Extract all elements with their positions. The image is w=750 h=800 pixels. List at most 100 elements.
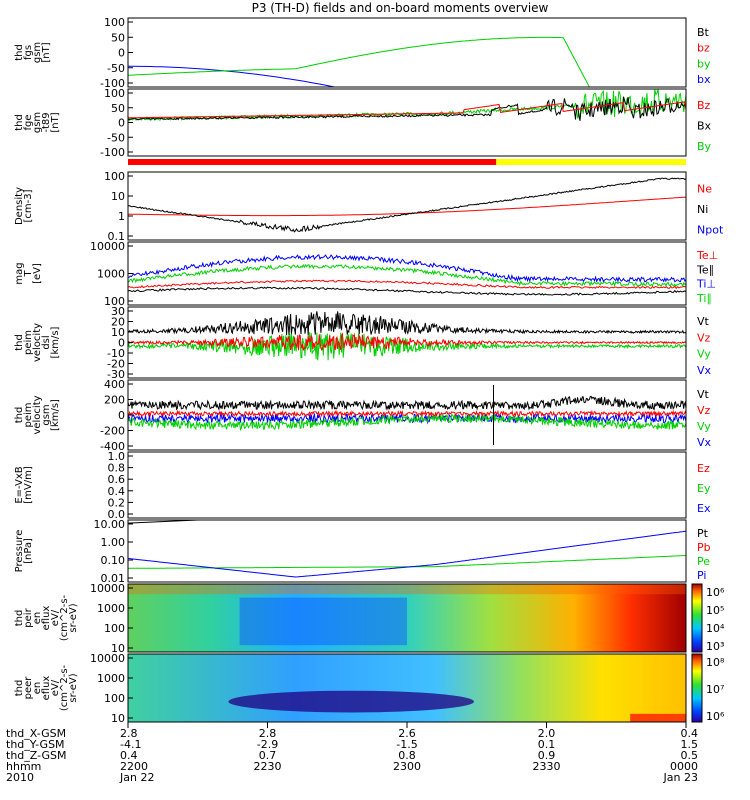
y-label-line: thd xyxy=(14,44,25,61)
y-label-line: E=-VxB xyxy=(14,466,25,503)
Te-perp-line xyxy=(128,279,686,290)
legend-entry: Vx xyxy=(697,364,712,377)
Ti-par-line xyxy=(128,263,686,288)
bottom-axis: thd_X-GSMthd_Y-GSMthd_Z-GSMhhmm20102.8-4… xyxy=(6,722,698,784)
Vz-line xyxy=(128,409,686,418)
y-label-line: [mV/m] xyxy=(23,466,34,504)
y-label-line: (cm^2-s- xyxy=(59,664,70,711)
y-label-line: gsm xyxy=(41,404,52,425)
y-tick-label: -400 xyxy=(100,440,125,453)
axis-row-label: hhmm xyxy=(6,760,41,773)
legend-entry: bx xyxy=(697,73,711,86)
Bx-line xyxy=(128,96,686,121)
y-tick-label: 1.0 xyxy=(108,450,126,463)
color-bar-scale xyxy=(691,583,703,653)
legend-entry: Pb xyxy=(697,541,711,554)
legend: Ne Ni Npot xyxy=(697,182,724,236)
color-bar-label: 10⁶ xyxy=(706,586,725,599)
axis-row-value: 2.8 xyxy=(259,727,277,740)
ion-spectrogram xyxy=(128,584,686,652)
legend-entry: Ez xyxy=(697,462,710,475)
legend: Ez Ey Ex xyxy=(697,462,711,515)
y-label-line: eV/ xyxy=(50,609,61,626)
legend-entry: Te⊥ xyxy=(696,249,718,262)
axis-row-value: Jan 22 xyxy=(119,771,154,784)
panel-frame xyxy=(127,451,687,519)
y-tick-label: -50 xyxy=(107,62,125,75)
axis-row-value: Jan 23 xyxy=(663,771,698,784)
y-label-line: [km/s] xyxy=(50,326,61,358)
plot-area-dens xyxy=(128,177,686,233)
panel-frame xyxy=(127,241,687,306)
legend-entry: Ti⊥ xyxy=(696,278,716,291)
axis-row-value: 0.4 xyxy=(681,727,699,740)
Vt-line xyxy=(128,311,686,336)
y-label-line: en xyxy=(32,612,43,625)
y-tick-label: -100 xyxy=(100,146,125,159)
color-bar-label: 10⁶ xyxy=(706,710,725,723)
bx-line xyxy=(128,65,335,87)
axis-row-value: 2330 xyxy=(533,760,561,773)
axis-row-value: -4.1 xyxy=(120,738,141,751)
y-tick-label: 100 xyxy=(104,295,125,308)
y-tick-label: 30 xyxy=(111,305,125,318)
y-label-line: peer xyxy=(23,676,34,700)
y-tick-label: 100 xyxy=(104,170,125,183)
y-tick-label: 200 xyxy=(104,394,125,407)
y-tick-label: -200 xyxy=(100,425,125,438)
axis-row-value: 0.1 xyxy=(538,738,556,751)
axis-row-value: 0.5 xyxy=(681,749,699,762)
legend-entry: by xyxy=(697,57,711,70)
panel-elesp: 10000 1000 100 10 thdpeerenefluxeV/(cm^2-s-s… xyxy=(14,652,725,725)
y-label-line: velocity xyxy=(32,323,43,362)
legend-entry: bz xyxy=(697,42,710,55)
axis-row-value: 2.8 xyxy=(120,727,138,740)
y-tick-label: 20 xyxy=(111,316,125,329)
axis-row-value: 0.7 xyxy=(259,749,277,762)
y-tick-label: 0 xyxy=(118,409,125,422)
Pt-line xyxy=(128,520,209,524)
y-tick-label: 0.4 xyxy=(108,485,126,498)
status-bar-red xyxy=(128,159,497,165)
legend-entry: Bx xyxy=(697,120,712,133)
legend: Te⊥Te∥ Ti⊥Ti∥ xyxy=(696,249,718,305)
legend-entry: Vt xyxy=(697,388,710,401)
By-line xyxy=(128,89,686,122)
y-label-line: [nT] xyxy=(50,112,61,132)
y-label-line: peim xyxy=(23,330,34,355)
color-bar: 10⁸ 10⁷ 10⁶ xyxy=(691,653,725,723)
Pi-line xyxy=(128,530,686,578)
y-tick-label: 0.6 xyxy=(108,473,126,486)
y-tick-label: -20 xyxy=(107,358,125,371)
ion-high-energy-band xyxy=(128,584,686,595)
axis-row-value: 0.9 xyxy=(538,749,556,762)
y-tick-label: 50 xyxy=(111,102,125,115)
y-tick-label: 0.2 xyxy=(108,496,126,509)
plot-area-temp xyxy=(128,254,686,296)
axis-row-value: 0.8 xyxy=(398,749,416,762)
axis-row-value: 2230 xyxy=(254,760,282,773)
y-tick-label: 100 xyxy=(104,16,125,29)
y-tick-label: 0.10 xyxy=(101,554,126,567)
axis-row-value: 0.4 xyxy=(120,749,138,762)
y-label-line: gsm xyxy=(32,42,43,63)
y-tick-label: 10 xyxy=(111,326,125,339)
axis-row-label: thd_Z-GSM xyxy=(6,749,66,762)
y-axis-label: Density[cm-3] xyxy=(14,187,34,225)
y-label-line: thd xyxy=(14,407,25,424)
panel-ionsp: 10000 1000 100 10 thdpeirenefluxeV/(cm^2-s-s… xyxy=(14,582,725,655)
legend-entry: Vy xyxy=(697,348,711,361)
panel-efld: 1.00.80.60.40.20.0 E=-VxB[mV/m] Ez Ey Ex xyxy=(14,450,711,521)
y-tick-label: 0.1 xyxy=(108,230,126,243)
y-tick-label: -30 xyxy=(107,368,125,381)
y-tick-label: 0.8 xyxy=(108,462,126,475)
axis-row-value: 2300 xyxy=(393,760,421,773)
y-label-line: peir xyxy=(23,607,34,627)
y-tick-label: 10000 xyxy=(90,582,125,595)
legend-entry: Pt xyxy=(697,527,709,540)
plot-area-velg xyxy=(128,385,686,445)
